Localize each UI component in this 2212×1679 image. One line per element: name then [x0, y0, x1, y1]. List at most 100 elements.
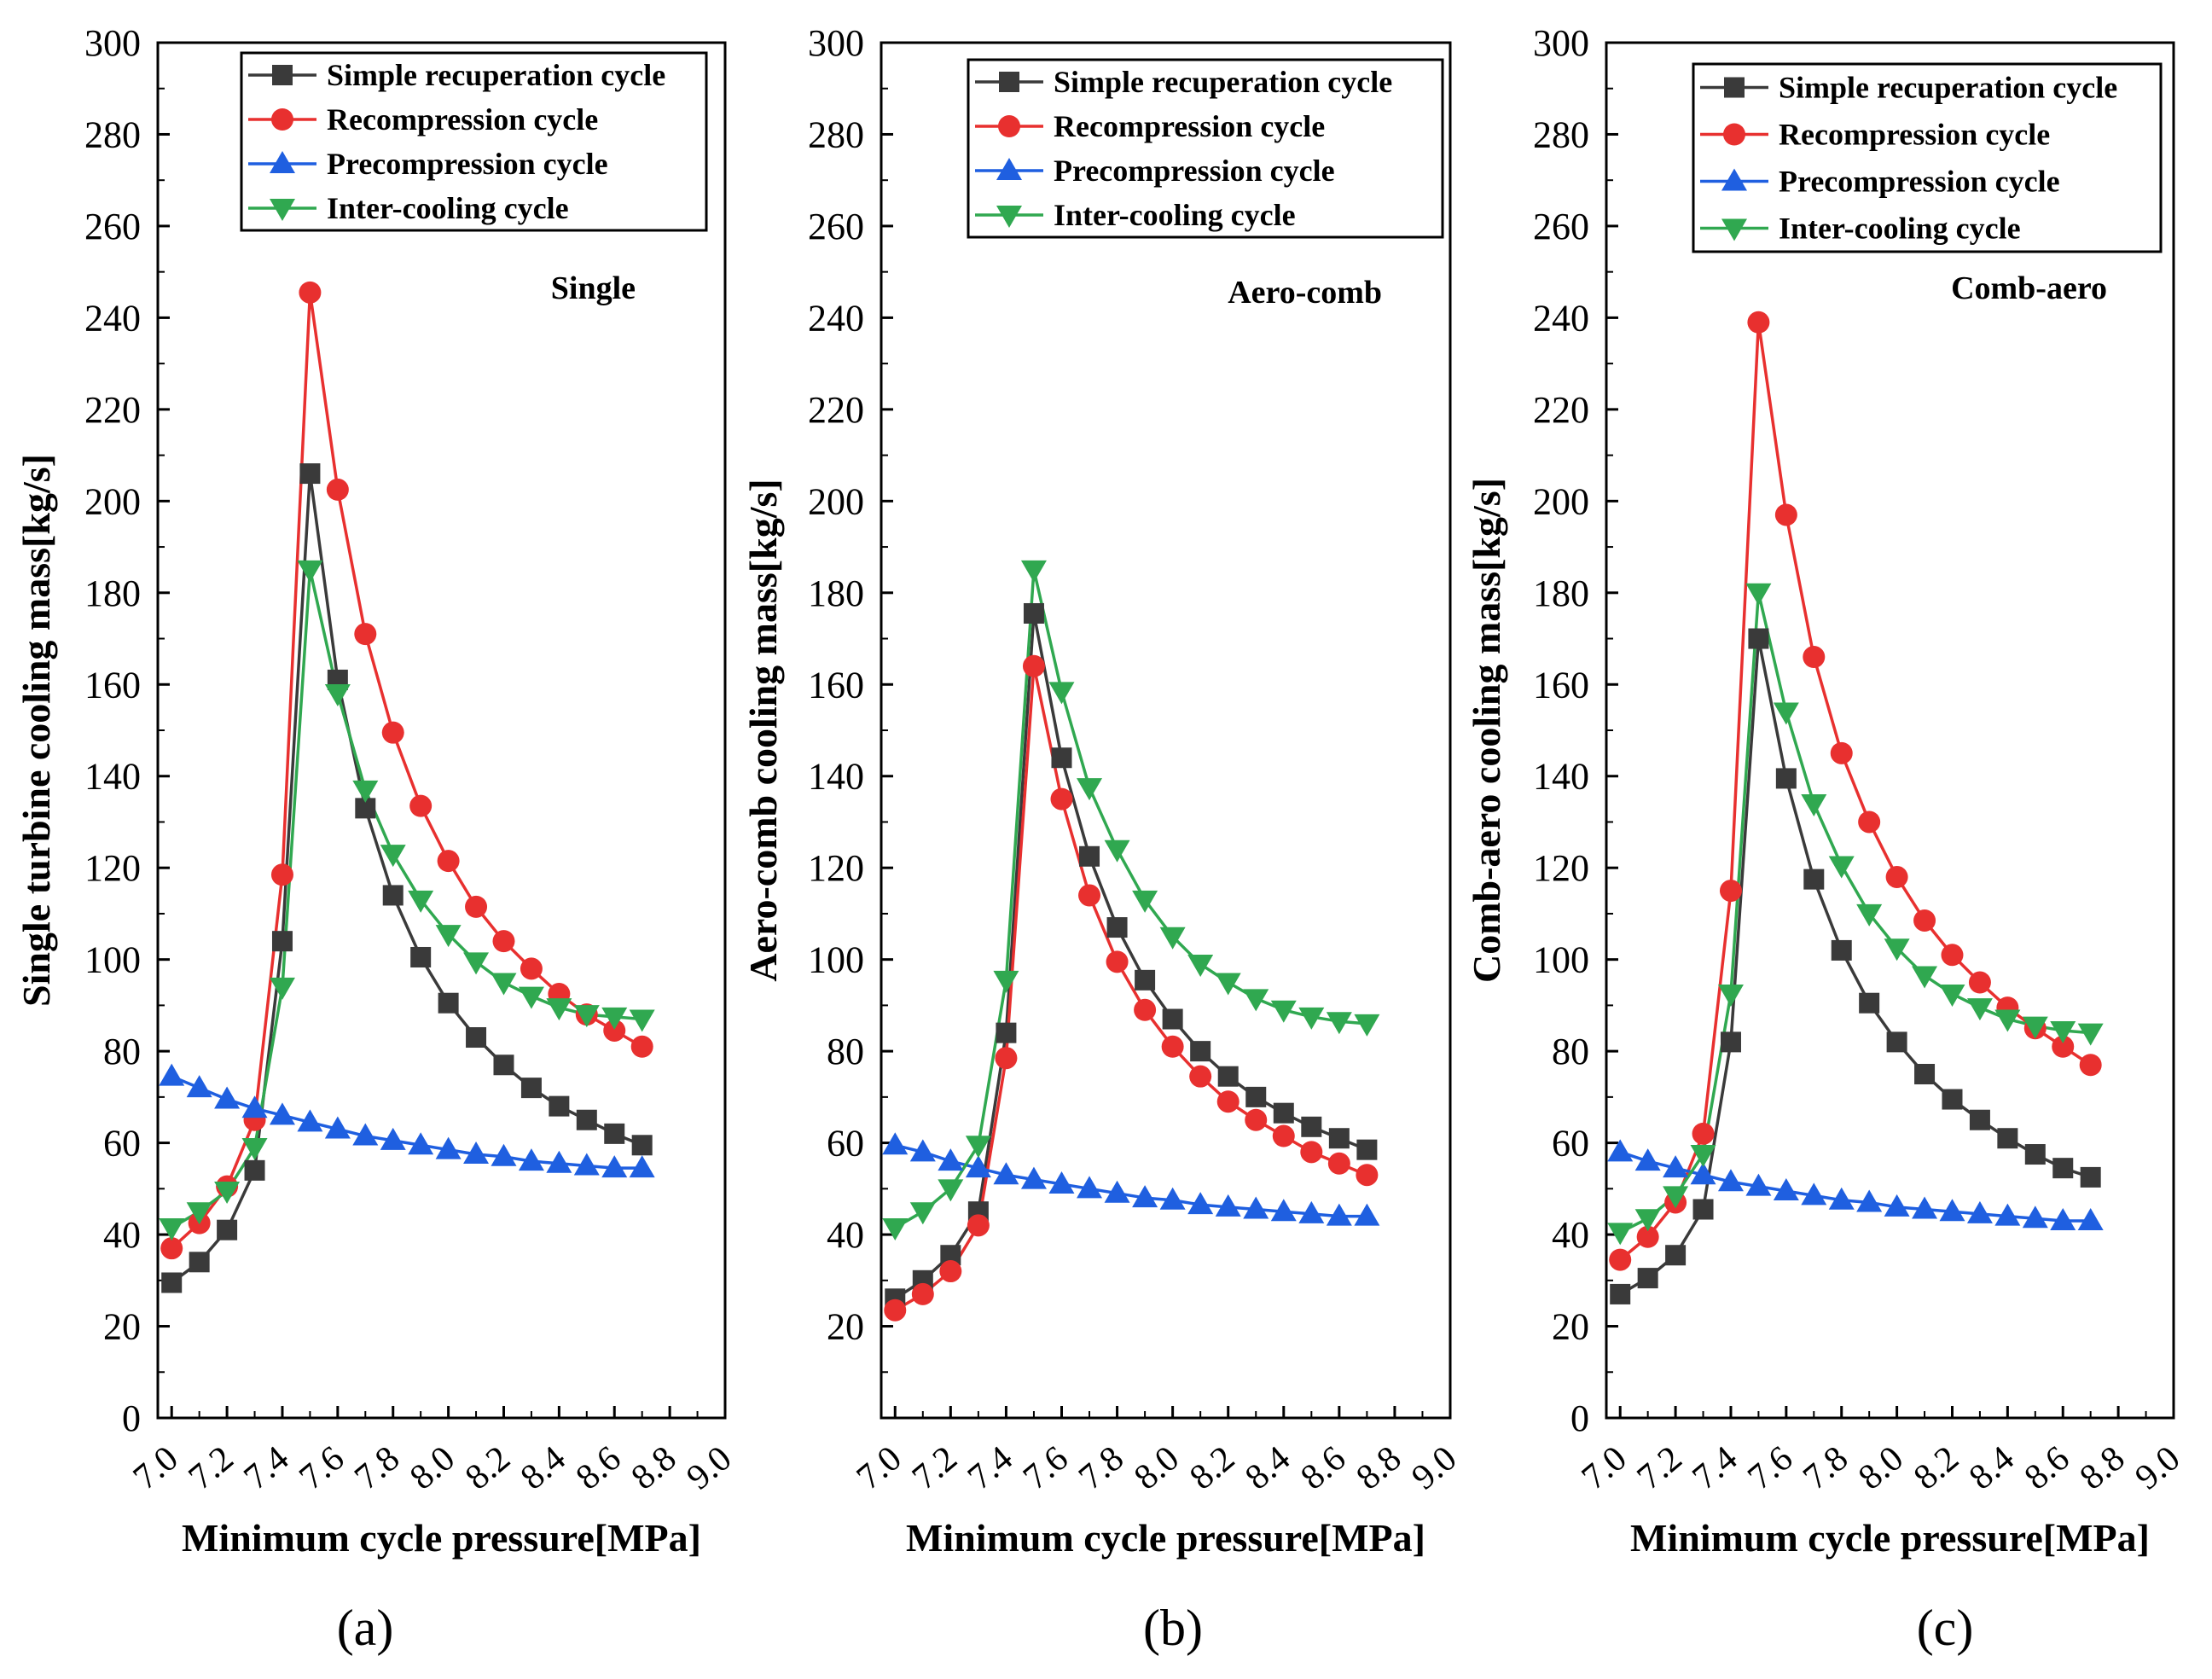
data-point-simple: [1637, 1268, 1658, 1289]
data-point-simple: [1079, 845, 1100, 867]
x-tick-label: 8.6: [569, 1438, 629, 1497]
data-point-recompression: [160, 1237, 183, 1260]
y-tick-label: 100: [1533, 939, 1589, 981]
data-point-recompression: [1245, 1108, 1268, 1131]
legend-marker-simple: [1724, 77, 1745, 98]
y-tick-label: 240: [84, 297, 141, 339]
data-point-precompression: [214, 1086, 241, 1109]
y-tick-label: 20: [1552, 1306, 1589, 1348]
chart-panel-3: 0 20 40 60 80 100 120 140 160 180 200 220 240 260 280 3…: [1465, 22, 2187, 1656]
legend-label-simple: Simple recuperation cycle: [327, 58, 665, 92]
x-tick-label: 7.6: [292, 1438, 351, 1497]
y-tick-label: 240: [1533, 297, 1589, 339]
data-point-simple: [1803, 869, 1825, 890]
data-point-simple: [1859, 992, 1880, 1014]
y-tick-label: 220: [808, 389, 864, 431]
data-point-intercooling: [214, 1182, 241, 1205]
data-point-recompression: [1719, 880, 1742, 903]
y-tick-label: 80: [1552, 1031, 1589, 1072]
data-point-intercooling: [601, 1007, 628, 1030]
legend-box: [967, 58, 1444, 239]
data-point-intercooling: [1270, 1000, 1297, 1023]
data-point-intercooling: [1745, 583, 1772, 606]
x-tick-label: 7.0: [850, 1438, 909, 1497]
data-point-precompression: [1077, 1176, 1103, 1199]
data-point-simple: [1135, 969, 1156, 991]
data-point-intercooling: [1020, 560, 1047, 583]
data-point-intercooling: [546, 998, 572, 1021]
data-point-recompression: [270, 863, 293, 886]
data-point-recompression: [1300, 1141, 1323, 1164]
data-point-simple: [2080, 1166, 2101, 1188]
data-point-simple: [2024, 1144, 2046, 1165]
legend-label-precompression: Precompression cycle: [327, 147, 608, 181]
data-point-intercooling: [1884, 938, 1910, 962]
data-point-recompression: [630, 1035, 653, 1058]
data-point-precompression: [1994, 1203, 2021, 1226]
data-point-intercooling: [1159, 927, 1186, 950]
data-point-recompression: [1356, 1164, 1379, 1187]
data-point-intercooling: [1326, 1012, 1352, 1035]
data-point-simple: [299, 463, 321, 485]
data-point-precompression: [380, 1127, 406, 1150]
x-tick-label: 8.2: [458, 1438, 518, 1497]
data-point-simple: [1162, 1008, 1183, 1030]
data-point-simple: [1051, 747, 1072, 769]
data-point-precompression: [1884, 1194, 1910, 1217]
data-point-recompression: [1022, 654, 1045, 677]
data-point-recompression: [1774, 503, 1797, 526]
x-axis-title: Minimum cycle pressure[MPa]: [182, 1516, 701, 1560]
data-point-recompression: [299, 281, 322, 304]
y-tick-label: 160: [84, 664, 141, 706]
y-axis-title: Comb-aero cooling mass[kg/s]: [1465, 478, 1508, 983]
y-tick-label: 60: [103, 1123, 141, 1165]
data-point-precompression: [463, 1142, 490, 1165]
data-point-intercooling: [241, 1137, 268, 1160]
data-point-precompression: [1020, 1166, 1047, 1189]
data-point-precompression: [1939, 1199, 1965, 1222]
legend-marker-simple: [999, 72, 1019, 92]
data-point-precompression: [324, 1116, 351, 1139]
x-tick-label: 7.2: [182, 1438, 241, 1497]
legend-label-intercooling: Inter-cooling cycle: [1779, 212, 2021, 246]
legend-marker-recompression: [998, 115, 1020, 137]
x-tick-label: 9.0: [1405, 1438, 1465, 1497]
legend-box: [1692, 62, 2163, 253]
data-point-intercooling: [1048, 682, 1075, 705]
data-point-intercooling: [1104, 840, 1130, 863]
data-point-intercooling: [1828, 856, 1855, 879]
data-point-simple: [1328, 1128, 1350, 1149]
y-tick-label: 220: [84, 389, 141, 431]
data-point-simple: [604, 1123, 625, 1144]
data-point-recompression: [1941, 944, 1964, 967]
data-point-intercooling: [435, 925, 462, 948]
data-point-intercooling: [408, 890, 434, 913]
data-point-intercooling: [2050, 1020, 2076, 1043]
plot-frame: [156, 41, 727, 1420]
data-point-precompression: [1354, 1203, 1380, 1226]
data-point-precompression: [1607, 1139, 1634, 1162]
legend-label-recompression: Recompression cycle: [327, 102, 598, 137]
x-tick-label: 8.4: [1238, 1438, 1298, 1497]
legend-marker-precompression: [1721, 168, 1747, 191]
legend-marker-precompression: [996, 158, 1022, 180]
data-point-intercooling: [518, 986, 544, 1009]
data-point-simple: [493, 1054, 514, 1076]
data-point-recompression: [2052, 1035, 2075, 1058]
data-point-precompression: [2077, 1207, 2104, 1230]
data-point-intercooling: [491, 973, 517, 996]
y-tick-label: 240: [808, 297, 864, 339]
y-tick-label: 260: [84, 206, 141, 247]
x-tick-label: 8.8: [1350, 1438, 1409, 1497]
data-point-precompression: [909, 1139, 936, 1162]
y-tick-label: 40: [103, 1214, 141, 1256]
data-point-precompression: [1828, 1187, 1855, 1210]
data-point-recompression: [465, 895, 488, 918]
data-point-recompression: [437, 850, 460, 873]
data-point-simple: [271, 931, 293, 952]
data-point-simple: [1217, 1066, 1239, 1087]
series-line-intercooling: [894, 568, 1367, 1229]
series-line-intercooling: [1619, 591, 2091, 1234]
data-point-simple: [189, 1252, 210, 1273]
series-line-precompression: [171, 1075, 642, 1170]
